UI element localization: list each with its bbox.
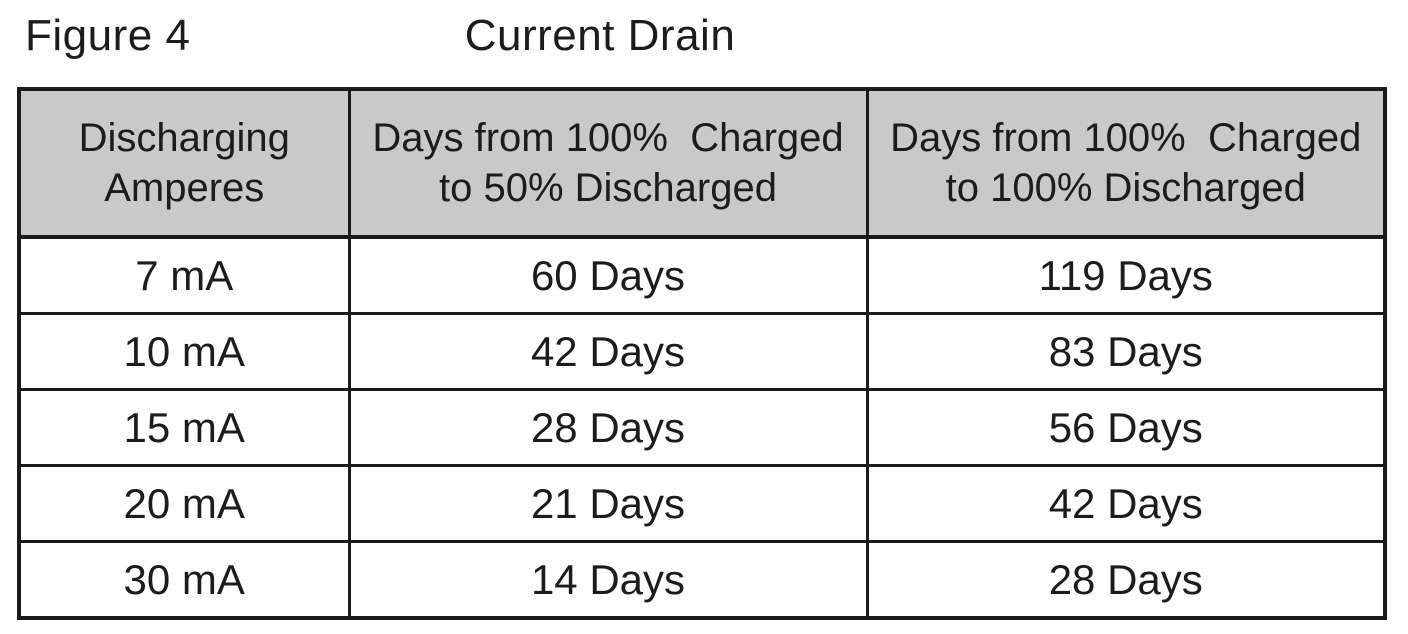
cell-days-to-100: 42 Days: [865, 464, 1387, 543]
cell-days-to-50: 42 Days: [347, 312, 869, 391]
table-row: 15 mA 28 Days 56 Days: [17, 388, 1387, 467]
header-line: Days from 100% Charged: [372, 116, 844, 160]
header-row: Discharging Amperes Days from 100% Charg…: [17, 87, 1387, 239]
header-line: Discharging: [78, 116, 290, 160]
table-row: 7 mA 60 Days 119 Days: [17, 235, 1387, 315]
cell-days-to-100: 28 Days: [865, 540, 1387, 620]
cell-days-to-50: 28 Days: [347, 388, 869, 467]
table-row: 30 mA 14 Days 28 Days: [17, 540, 1387, 620]
table-body: 7 mA 60 Days 119 Days 10 mA 42 Days 83 D…: [17, 235, 1387, 620]
cell-days-to-50: 14 Days: [347, 540, 869, 620]
current-drain-table: Discharging Amperes Days from 100% Charg…: [17, 87, 1387, 620]
cell-days-to-100: 83 Days: [865, 312, 1387, 391]
header-line: Amperes: [104, 166, 265, 210]
header-line: to 50% Discharged: [439, 166, 777, 210]
col-header-days-to-50: Days from 100% Charged to 50% Discharged: [347, 87, 869, 239]
col-header-days-to-100: Days from 100% Charged to 100% Discharge…: [865, 87, 1387, 239]
header-line: to 100% Discharged: [945, 166, 1306, 210]
table-row: 20 mA 21 Days 42 Days: [17, 464, 1387, 543]
cell-days-to-100: 56 Days: [865, 388, 1387, 467]
cell-amperes: 15 mA: [17, 388, 351, 467]
figure-label: Figure 4: [25, 11, 191, 60]
page-title: Current Drain: [464, 11, 736, 60]
cell-amperes: 10 mA: [17, 312, 351, 391]
cell-days-to-100: 119 Days: [865, 235, 1387, 315]
cell-days-to-50: 60 Days: [347, 235, 869, 315]
header-line: Days from 100% Charged: [890, 116, 1362, 160]
table-row: 10 mA 42 Days 83 Days: [17, 312, 1387, 391]
cell-days-to-50: 21 Days: [347, 464, 869, 543]
col-header-discharging-amperes: Discharging Amperes: [17, 87, 351, 239]
cell-amperes: 20 mA: [17, 464, 351, 543]
table-header: Discharging Amperes Days from 100% Charg…: [17, 87, 1387, 239]
cell-amperes: 30 mA: [17, 540, 351, 620]
cell-amperes: 7 mA: [17, 235, 351, 315]
